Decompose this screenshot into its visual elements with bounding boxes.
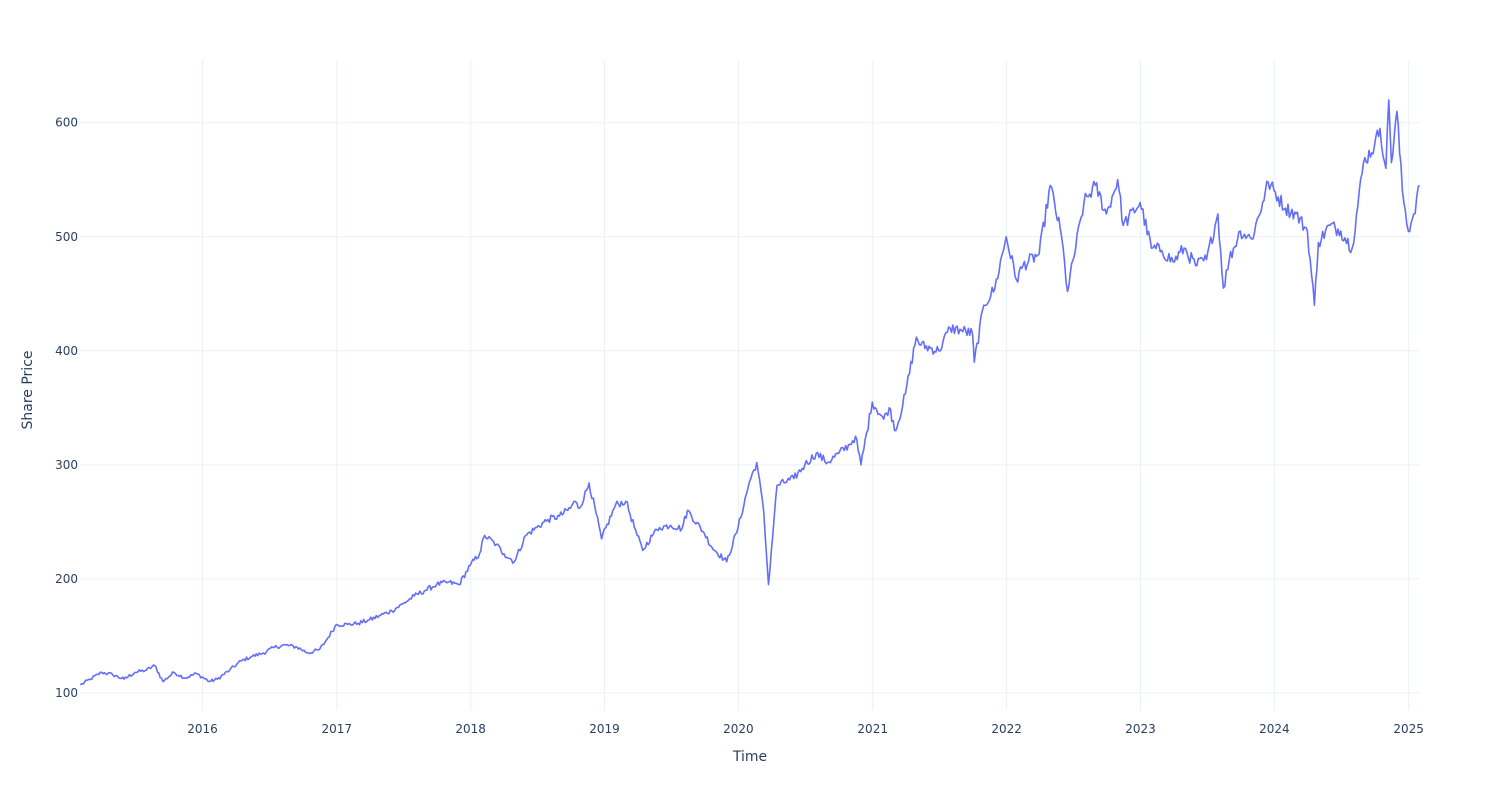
y-tick-label: 600: [55, 116, 78, 130]
tick-layer: 100 200 300 400 500 600 2016 2017 2018 2019 2020 20…: [55, 116, 1424, 736]
y-axis-title: Share Price: [20, 350, 36, 429]
series-line: [79, 99, 1421, 686]
x-tick-label: 2018: [455, 722, 486, 736]
x-tick-label: 2023: [1125, 722, 1156, 736]
x-axis-title: Time: [732, 749, 767, 765]
x-tick-label: 2016: [187, 722, 218, 736]
grid-layer: [80, 60, 1420, 710]
x-tick-label: 2021: [857, 722, 888, 736]
x-tick-label: 2025: [1393, 722, 1424, 736]
y-tick-label: 100: [55, 686, 78, 700]
x-tick-label: 2022: [991, 722, 1022, 736]
y-tick-label: 200: [55, 572, 78, 586]
y-tick-label: 500: [55, 230, 78, 244]
y-tick-label: 400: [55, 344, 78, 358]
series-layer: [79, 99, 1421, 686]
x-tick-label: 2017: [322, 722, 353, 736]
x-tick-label: 2024: [1259, 722, 1290, 736]
y-tick-label: 300: [55, 458, 78, 472]
x-tick-label: 2020: [723, 722, 754, 736]
x-tick-label: 2019: [589, 722, 620, 736]
